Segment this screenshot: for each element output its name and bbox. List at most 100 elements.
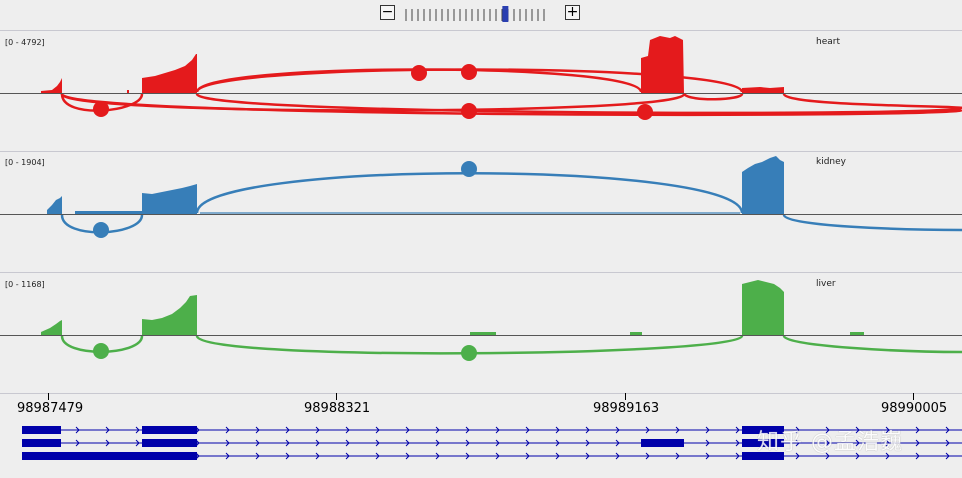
heart-intron-reads (127, 90, 129, 93)
transcript-exon[interactable] (142, 439, 197, 447)
strand-arrow (585, 452, 590, 460)
transcript-exon[interactable] (742, 439, 784, 447)
heart-track-range-label: [0 - 4792] (5, 38, 45, 47)
heart-exon2-coverage (142, 54, 197, 93)
heart-junction-marker (461, 103, 477, 119)
liver-intron-reads (850, 332, 864, 335)
strand-arrow (285, 426, 290, 434)
liver-track-range-label: [0 - 1168] (5, 280, 45, 289)
strand-arrow (75, 439, 80, 447)
kidney-junction-markers (93, 161, 477, 238)
strand-arrow (855, 426, 860, 434)
transcript-exon[interactable] (22, 426, 61, 434)
strand-arrow (615, 439, 620, 447)
strand-arrow (945, 426, 950, 434)
strand-arrow (225, 439, 230, 447)
kidney-intron-reads (75, 211, 142, 214)
strand-arrow (75, 426, 80, 434)
strand-arrow (135, 439, 140, 447)
strand-arrow (555, 426, 560, 434)
strand-arrow (405, 439, 410, 447)
strand-arrow (255, 439, 260, 447)
strand-arrow (375, 426, 380, 434)
heart-junction-markers (93, 64, 653, 120)
liver-exon2-coverage (142, 295, 197, 335)
transcript-exon[interactable] (142, 426, 197, 434)
kidney-exon3-coverage (742, 156, 784, 214)
strand-arrow (345, 452, 350, 460)
strand-arrow (825, 426, 830, 434)
heart-junction-marker (461, 64, 477, 80)
strand-arrow (945, 439, 950, 447)
strand-arrow (345, 426, 350, 434)
transcript-exon[interactable] (742, 426, 784, 434)
strand-arrow (255, 452, 260, 460)
strand-arrow (255, 426, 260, 434)
zoom-slider-handle[interactable] (502, 6, 509, 22)
heart-junction-marker (637, 104, 653, 120)
kidney-track-range-label: [0 - 1904] (5, 158, 45, 167)
strand-arrow (795, 439, 800, 447)
liver-intron-reads (470, 332, 496, 335)
strand-arrow (405, 426, 410, 434)
strand-arrow (735, 426, 740, 434)
strand-arrow (615, 426, 620, 434)
strand-arrow (885, 426, 890, 434)
strand-arrow (375, 452, 380, 460)
watermark: 知乎 @孟浩巍 (757, 430, 903, 455)
liver-coverage (41, 280, 864, 335)
heart-coverage (41, 36, 784, 93)
liver-junction-marker (461, 345, 477, 361)
zoom-control[interactable]: − + (380, 5, 582, 23)
strand-arrow (945, 452, 950, 460)
zoom-slider[interactable] (380, 5, 582, 23)
transcript-exon[interactable] (22, 439, 61, 447)
transcript-exon[interactable] (742, 452, 784, 460)
strand-arrow (495, 426, 500, 434)
strand-arrow (465, 452, 470, 460)
strand-arrow (225, 452, 230, 460)
strand-arrow (585, 426, 590, 434)
strand-arrow (735, 439, 740, 447)
strand-arrow (105, 439, 110, 447)
liver-junction-marker (93, 343, 109, 359)
heart-junction-5 (60, 92, 962, 117)
zoom-in-button[interactable]: + (565, 4, 580, 20)
strand-arrow (135, 426, 140, 434)
zoom-out-button[interactable]: − (380, 4, 395, 20)
strand-arrow (915, 439, 920, 447)
transcript-exon[interactable] (142, 452, 197, 460)
strand-arrow (825, 439, 830, 447)
strand-arrow (405, 452, 410, 460)
strand-arrow (705, 452, 710, 460)
coordinate-ruler (48, 393, 914, 400)
heart-junction-6 (195, 92, 962, 115)
strand-arrow (435, 426, 440, 434)
strand-arrow (585, 439, 590, 447)
kidney-track-name: kidney (816, 157, 846, 167)
strand-arrow (315, 439, 320, 447)
strand-arrow (885, 452, 890, 460)
strand-arrow (435, 439, 440, 447)
strand-arrow (645, 426, 650, 434)
strand-arrow (555, 452, 560, 460)
liver-intron-reads (630, 332, 642, 335)
ruler-label-end: 98990005 (881, 401, 948, 416)
strand-arrow (825, 452, 830, 460)
transcript-exon[interactable] (22, 452, 142, 460)
strand-arrow (615, 452, 620, 460)
strand-arrow (225, 426, 230, 434)
ruler-label-start: 98987479 (17, 401, 84, 416)
kidney-junction-marker (461, 161, 477, 177)
kidney-intron-reads (200, 212, 740, 214)
strand-arrow (555, 439, 560, 447)
kidney-exon1-coverage (47, 196, 62, 214)
transcript-exon[interactable] (641, 439, 684, 447)
strand-arrow (315, 426, 320, 434)
strand-arrow (645, 452, 650, 460)
strand-arrow (465, 439, 470, 447)
liver-junction-markers (93, 343, 477, 361)
kidney-exon2-coverage (142, 184, 197, 214)
transcript-track[interactable] (22, 426, 962, 460)
